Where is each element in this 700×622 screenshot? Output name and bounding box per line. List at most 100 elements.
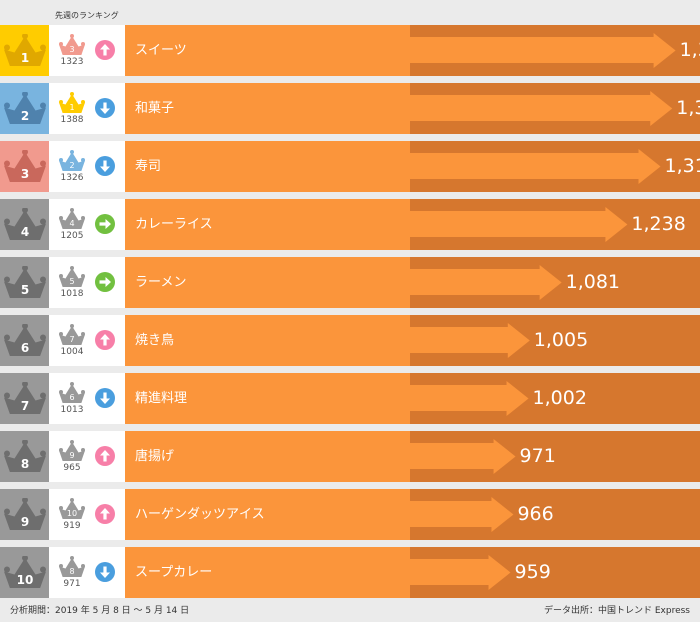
value-bar (410, 323, 530, 358)
value-label: 1,345 (676, 97, 700, 119)
prev-week-header: 先週のランキング (55, 11, 119, 20)
category-label: カレーライス (135, 217, 213, 232)
prev-rank-cell: 8 971 (49, 547, 125, 598)
category-cell: 和菓子 (125, 83, 410, 134)
category-cell: ラーメン (125, 257, 410, 308)
category-cell: 唐揚げ (125, 431, 410, 482)
prev-crown-icon: 1 (59, 92, 85, 113)
value-bar (410, 555, 511, 590)
trend-down-icon (95, 562, 115, 582)
prev-crown-icon: 3 (59, 34, 85, 55)
ranking-row: 1 3 1323 スイーツ 1,353 (0, 25, 700, 76)
category-cell: スープカレー (125, 547, 410, 598)
rank-number: 10 (17, 573, 34, 587)
data-source: データ出所：中国トレンド Express (543, 606, 690, 616)
prev-crown-icon: 7 (59, 324, 85, 345)
category-label: 精進料理 (135, 391, 188, 406)
ranking-row: 9 10 919 ハーゲンダッツアイス 966 (0, 489, 700, 540)
rank-cell: 7 (0, 373, 49, 424)
prev-crown-icon: 4 (59, 208, 85, 229)
ranking-row: 4 4 1205 カレーライス 1,238 (0, 199, 700, 250)
rank-cell: 9 (0, 489, 49, 540)
prev-rank-cell: 9 965 (49, 431, 125, 482)
value-label: 959 (514, 561, 551, 583)
ranking-row: 6 7 1004 焼き鳥 1,005 (0, 315, 700, 366)
category-cell: 焼き鳥 (125, 315, 410, 366)
prev-rank-number: 5 (69, 277, 74, 286)
value-label: 971 (519, 445, 556, 467)
trend-up-icon (95, 40, 115, 60)
category-label: 和菓子 (135, 101, 175, 116)
ranking-row: 7 6 1013 精進料理 1,002 (0, 373, 700, 424)
trend-up-icon (95, 446, 115, 466)
trend-up-icon (95, 330, 115, 350)
prev-count: 1004 (60, 347, 84, 357)
value-label: 1,081 (565, 271, 621, 293)
prev-rank-number: 7 (69, 335, 74, 344)
value-bar (410, 497, 514, 532)
rank-cell: 5 (0, 257, 49, 308)
value-label: 1,353 (679, 39, 700, 61)
prev-rank-number: 4 (69, 219, 74, 228)
value-label: 1,317 (664, 155, 700, 177)
rank-crown-icon: 9 (4, 498, 46, 530)
prev-count: 1013 (60, 405, 84, 415)
value-bar (410, 149, 661, 184)
rank-crown-icon: 8 (4, 440, 46, 472)
prev-rank-cell: 10 919 (49, 489, 125, 540)
value-bar (410, 381, 529, 416)
category-label: ラーメン (135, 275, 187, 290)
prev-rank-cell: 7 1004 (49, 315, 125, 366)
analysis-period: 分析期間：2019 年 5 月 8 日 ～ 5 月 14 日 (10, 606, 190, 616)
rank-cell: 2 (0, 83, 49, 134)
rank-crown-icon: 10 (4, 556, 46, 588)
prev-count: 965 (63, 463, 81, 473)
prev-crown-icon: 9 (59, 440, 85, 461)
rank-crown-icon: 5 (4, 266, 46, 298)
ranking-row: 10 8 971 スープカレー 959 (0, 547, 700, 598)
category-cell: ハーゲンダッツアイス (125, 489, 410, 540)
value-bar (410, 91, 673, 126)
prev-rank-cell: 5 1018 (49, 257, 125, 308)
prev-rank-cell: 6 1013 (49, 373, 125, 424)
rank-cell: 3 (0, 141, 49, 192)
rank-cell: 8 (0, 431, 49, 482)
rank-number: 9 (21, 515, 29, 529)
rank-cell: 6 (0, 315, 49, 366)
category-cell: カレーライス (125, 199, 410, 250)
rank-crown-icon: 4 (4, 208, 46, 240)
value-label: 1,002 (532, 387, 587, 409)
prev-count: 1018 (60, 289, 84, 299)
rank-cell: 1 (0, 25, 49, 76)
rank-number: 1 (21, 51, 29, 65)
prev-rank-number: 10 (67, 509, 77, 518)
prev-rank-number: 1 (69, 103, 74, 112)
rank-number: 6 (21, 341, 29, 355)
prev-crown-icon: 8 (59, 556, 85, 577)
trend-down-icon (95, 156, 115, 176)
rank-number: 3 (21, 167, 29, 181)
rank-number: 7 (21, 399, 29, 413)
trend-same-icon (95, 214, 115, 234)
category-label: スイーツ (135, 43, 187, 58)
category-label: 寿司 (135, 159, 162, 174)
category-cell: 精進料理 (125, 373, 410, 424)
rank-crown-icon: 2 (4, 92, 46, 124)
value-bar (410, 265, 562, 300)
trend-down-icon (95, 98, 115, 118)
prev-rank-number: 8 (69, 567, 74, 576)
prev-rank-number: 2 (69, 161, 74, 170)
prev-rank-cell: 1 1388 (49, 83, 125, 134)
ranking-row: 8 9 965 唐揚げ 971 (0, 431, 700, 482)
value-label: 966 (517, 503, 554, 525)
prev-rank-cell: 2 1326 (49, 141, 125, 192)
prev-crown-icon: 5 (59, 266, 85, 287)
rank-crown-icon: 3 (4, 150, 46, 182)
prev-rank-cell: 3 1323 (49, 25, 125, 76)
ranking-row: 3 2 1326 寿司 1,317 (0, 141, 700, 192)
trend-up-icon (95, 504, 115, 524)
prev-rank-number: 9 (69, 451, 74, 460)
trend-same-icon (95, 272, 115, 292)
trend-down-icon (95, 388, 115, 408)
rank-number: 8 (21, 457, 29, 471)
